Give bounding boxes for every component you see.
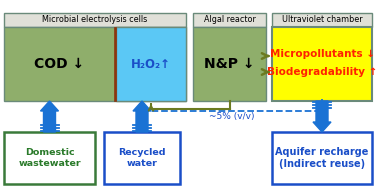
Text: N&P ↓: N&P ↓	[204, 57, 255, 71]
Text: ~5% (v/v): ~5% (v/v)	[209, 112, 255, 122]
Bar	[4, 132, 95, 184]
Bar	[114, 27, 116, 101]
Bar	[116, 27, 186, 101]
Bar	[4, 13, 186, 27]
Bar	[4, 27, 186, 101]
FancyArrow shape	[313, 101, 331, 132]
Bar	[272, 27, 372, 101]
Text: H₂O₂↑: H₂O₂↑	[131, 57, 171, 70]
Text: Microbial electrolysis cells: Microbial electrolysis cells	[42, 15, 148, 25]
Bar	[272, 13, 372, 27]
Bar	[104, 132, 180, 184]
FancyArrow shape	[133, 101, 151, 132]
Bar	[193, 13, 266, 27]
Text: Recycled
water: Recycled water	[118, 148, 166, 168]
FancyArrow shape	[41, 101, 59, 132]
Text: Aquifer recharge
(Indirect reuse): Aquifer recharge (Indirect reuse)	[275, 147, 369, 169]
Text: Micropollutants ↓: Micropollutants ↓	[270, 49, 374, 59]
Text: Ultraviolet chamber: Ultraviolet chamber	[282, 15, 362, 25]
Bar	[193, 27, 266, 101]
Text: COD ↓: COD ↓	[34, 57, 84, 71]
Text: Domestic
wastewater: Domestic wastewater	[18, 148, 81, 168]
Text: Biodegradability ↑: Biodegradability ↑	[267, 67, 376, 77]
Text: Algal reactor: Algal reactor	[203, 15, 255, 25]
Bar	[272, 132, 372, 184]
